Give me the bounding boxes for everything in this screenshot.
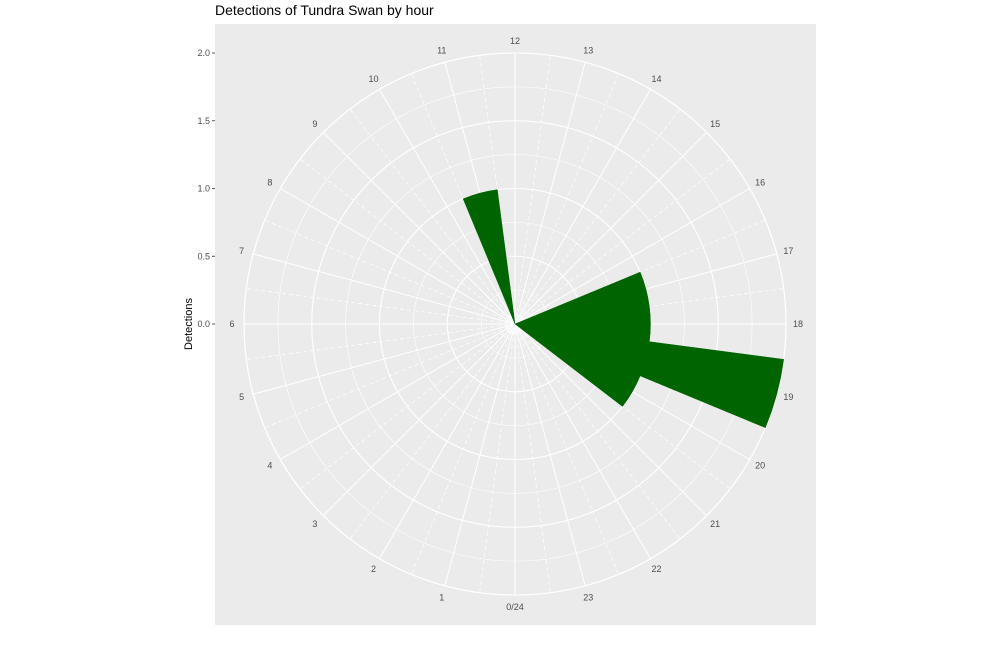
y-tick-label: 0.5 (197, 251, 210, 261)
hour-label: 18 (793, 319, 803, 329)
grid-spoke-major (514, 62, 586, 325)
grid-spoke-minor (264, 219, 516, 325)
grid-spoke-major (323, 132, 516, 325)
grid-spoke-minor (246, 288, 516, 325)
y-axis-title: Detections (183, 298, 195, 350)
hour-label: 0/24 (506, 602, 524, 612)
hour-label: 2 (371, 564, 376, 574)
grid-spoke-major (514, 323, 651, 559)
grid-spoke-minor (299, 158, 516, 325)
hour-label: 11 (437, 46, 446, 56)
grid-spoke-minor (514, 73, 620, 325)
hour-label: 23 (583, 592, 593, 602)
y-tick-label: 1.5 (197, 116, 210, 126)
grid-spoke-minor (514, 55, 551, 325)
hour-label: 1 (439, 592, 444, 602)
hour-label: 7 (239, 246, 244, 256)
hour-label: 14 (651, 74, 661, 84)
grid-spoke-major (323, 323, 516, 516)
grid-spoke-minor (246, 323, 516, 360)
grid-spoke-minor (349, 323, 516, 540)
grid-spoke-minor (349, 108, 516, 325)
hour-label: 21 (710, 519, 720, 529)
hour-labels: 0/24123456789101112131415161718192021222… (229, 36, 803, 612)
grid-spoke-major (444, 323, 516, 586)
hour-label: 17 (783, 246, 793, 256)
hour-label: 10 (368, 74, 378, 84)
hour-label: 13 (583, 46, 593, 56)
hour-label: 9 (312, 119, 317, 129)
grid-spoke-major (280, 188, 516, 325)
hour-label: 20 (755, 461, 765, 471)
hour-label: 5 (239, 392, 244, 402)
bar-hour-20 (514, 323, 641, 407)
grid-spoke-minor (410, 323, 516, 575)
y-tick-label: 2.0 (197, 48, 210, 58)
y-axis: 0.0 0.5 1.0 1.5 2.0 (197, 48, 215, 329)
hour-label: 3 (312, 519, 317, 529)
grid-spoke-minor (514, 158, 731, 325)
grid-spoke-major (253, 253, 516, 325)
grid-spoke-major (514, 323, 586, 586)
hour-label: 19 (783, 392, 793, 402)
bar-hour-19 (514, 323, 784, 429)
grid-spoke-minor (264, 323, 516, 429)
chart-title: Detections of Tundra Swan by hour (215, 2, 434, 18)
grid-spoke-major (514, 132, 707, 325)
grid-spoke-major (379, 323, 516, 559)
y-tick-label: 0.0 (197, 319, 210, 329)
grid-spoke-major (514, 188, 750, 325)
hour-label: 6 (229, 319, 234, 329)
grid-spoke-minor (299, 323, 516, 490)
hour-label: 4 (267, 461, 272, 471)
hour-label: 8 (267, 178, 272, 188)
y-tick-label: 1.0 (197, 184, 210, 194)
grid-spoke-minor (514, 323, 551, 593)
grid-spoke-major (514, 323, 707, 516)
grid-spoke-major (379, 89, 516, 325)
grid-spoke-minor (514, 108, 681, 325)
hour-label: 15 (710, 119, 720, 129)
hour-label: 22 (651, 564, 661, 574)
grid-spoke-major (253, 323, 516, 395)
grid-spoke-minor (479, 323, 516, 593)
grid-spoke-major (514, 89, 651, 325)
grid-spoke-major (280, 323, 516, 460)
hour-label: 12 (510, 36, 520, 46)
hour-label: 16 (755, 178, 765, 188)
grid-spoke-minor (514, 323, 681, 540)
bar-hour-11 (462, 189, 516, 325)
grid-spoke-minor (514, 323, 620, 575)
bar-layer (462, 189, 784, 429)
